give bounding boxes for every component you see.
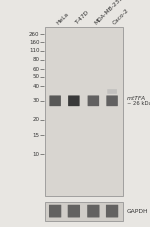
FancyBboxPatch shape xyxy=(49,205,61,217)
Text: 15: 15 xyxy=(33,133,40,138)
FancyBboxPatch shape xyxy=(106,95,118,106)
FancyBboxPatch shape xyxy=(87,205,99,217)
Text: Caco-2: Caco-2 xyxy=(112,7,130,25)
FancyBboxPatch shape xyxy=(68,205,80,217)
FancyBboxPatch shape xyxy=(107,89,117,94)
FancyBboxPatch shape xyxy=(49,95,61,106)
FancyBboxPatch shape xyxy=(88,95,99,106)
Text: HeLa: HeLa xyxy=(55,11,69,25)
Text: 10: 10 xyxy=(33,152,40,157)
Text: MDA-MB-231: MDA-MB-231 xyxy=(93,0,124,25)
Text: 40: 40 xyxy=(33,84,40,89)
Bar xyxy=(45,27,123,196)
Bar xyxy=(45,202,123,221)
FancyBboxPatch shape xyxy=(68,95,80,106)
Text: 60: 60 xyxy=(33,67,40,72)
Text: GAPDH: GAPDH xyxy=(127,209,148,214)
Text: ~ 26 kDa: ~ 26 kDa xyxy=(127,101,150,106)
Text: 20: 20 xyxy=(33,117,40,122)
Text: 160: 160 xyxy=(29,40,40,45)
Text: 110: 110 xyxy=(29,48,40,53)
Text: 30: 30 xyxy=(33,98,40,103)
Text: 260: 260 xyxy=(29,32,40,37)
FancyBboxPatch shape xyxy=(106,205,118,217)
Text: T-47D: T-47D xyxy=(74,10,90,25)
Text: 80: 80 xyxy=(33,57,40,62)
Text: 50: 50 xyxy=(33,74,40,79)
Text: mtTFA: mtTFA xyxy=(127,96,146,101)
